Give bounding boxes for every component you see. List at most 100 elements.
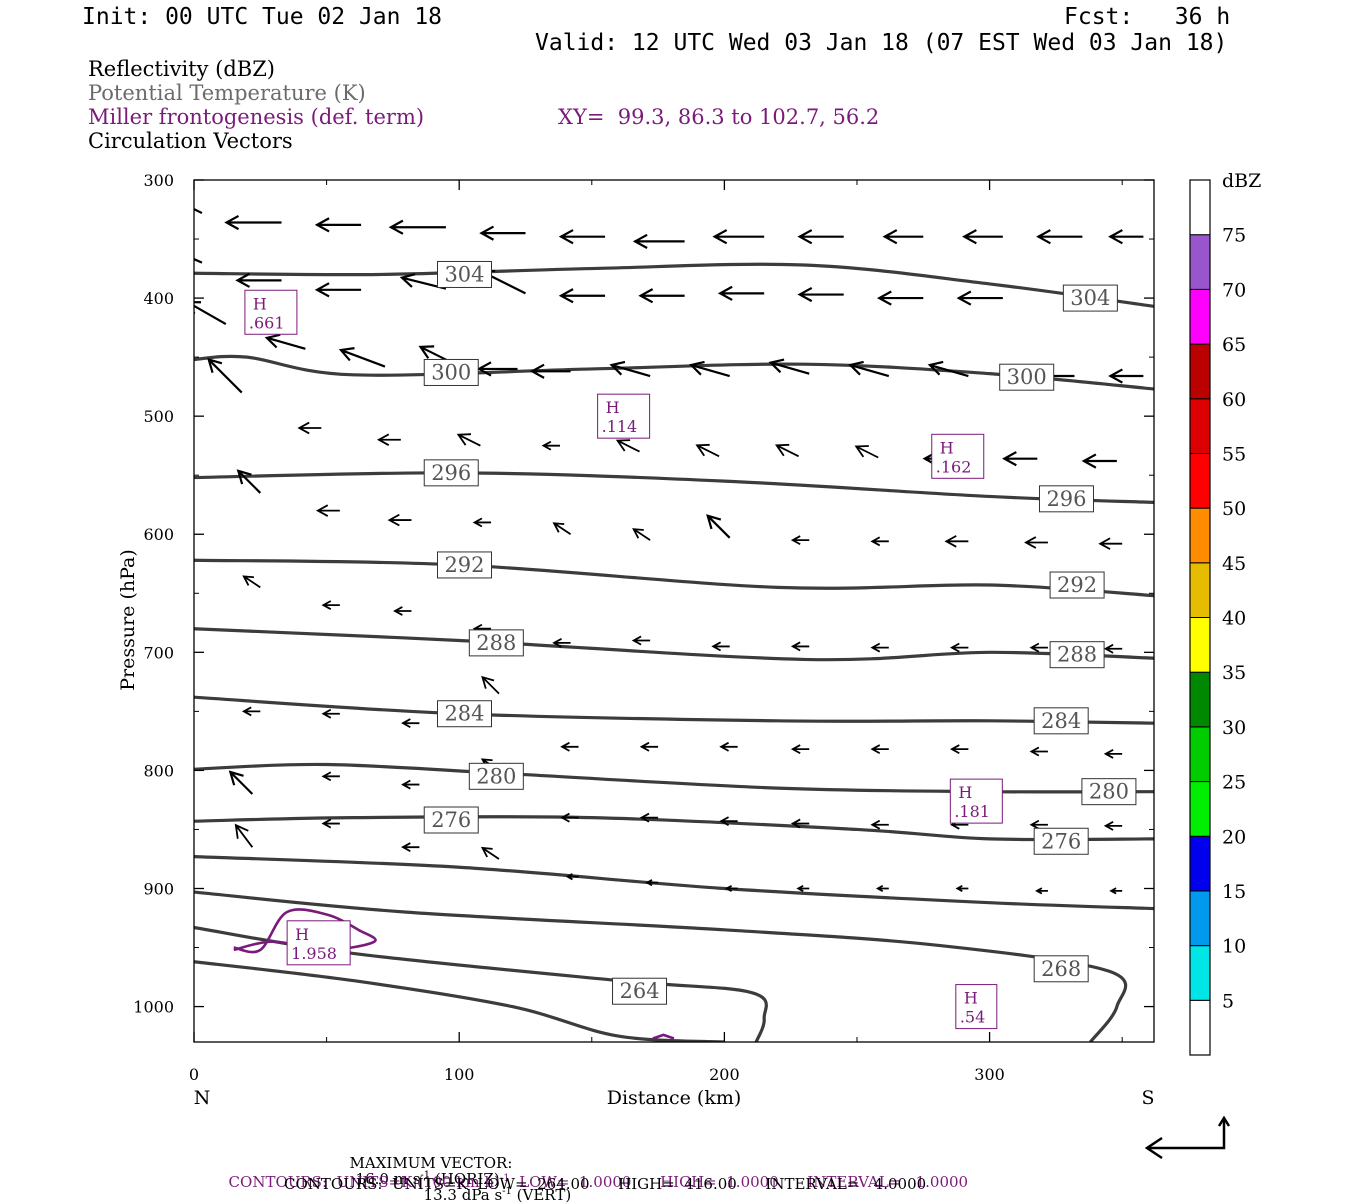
circulation-vector [242,575,261,589]
x-tick-label: 200 [709,1065,740,1084]
circulation-vector [314,282,362,298]
circulation-vector [870,536,889,547]
circulation-vector [481,675,500,695]
colorbar-label: 25 [1222,772,1246,794]
high-value: 1.958 [291,944,337,963]
circulation-vector [241,706,261,717]
contour-label: 292 [444,553,484,577]
circulation-vector [1109,887,1123,895]
x-tick-label: 100 [444,1065,475,1084]
init-time: Init: 00 UTC Tue 02 Jan 18 [82,4,443,30]
colorbar-label: 75 [1222,225,1246,247]
circulation-vector [401,779,420,790]
max-vector-label: MAXIMUM VECTOR: [349,1154,513,1172]
isentrope-268 [194,890,1128,1042]
colorbar-label: 50 [1222,498,1246,520]
circulation-vector [194,301,227,326]
end-label-south: S [1141,1087,1154,1109]
circulation-vector [962,229,1003,245]
circulation-vector [387,513,412,527]
colorbar-segment [1189,671,1211,728]
y-axis-label: Pressure (hPa) [117,549,139,691]
circulation-vectors [194,207,1144,895]
circulation-vector [797,286,844,303]
circulation-vector [1035,887,1048,895]
contours1-prefix: CONTOURS: UNITS=K (100 km h) [228,1173,500,1191]
circulation-vector [401,842,420,853]
high-value: .181 [954,802,990,821]
colorbar-segment [1189,179,1211,236]
circulation-vector [560,741,579,752]
circulation-vector [558,229,606,245]
y-tick-label: 600 [143,525,174,544]
circulation-vector [297,421,322,435]
circulation-vector [558,288,606,304]
circulation-vector [719,816,738,827]
circulation-vector [711,641,730,652]
contour-label-box [468,629,524,657]
high-letter: H [940,438,954,457]
circulation-vector [638,288,685,304]
circulation-vector [609,360,651,378]
high-value: .114 [602,417,638,436]
contour-label: 276 [431,808,471,832]
circulation-vector [560,812,579,823]
colorbar-frame [1189,179,1211,1056]
colorbar-label: 20 [1222,826,1246,848]
colorbar-segment [1189,726,1211,783]
contour-label: 296 [1046,487,1086,511]
circulation-vector [854,445,879,459]
circulation-vector [479,225,526,241]
horiz-tail: (HORIZ) [430,1170,500,1188]
circulation-vector [1029,746,1048,757]
contour-label-box [1033,707,1089,735]
max-vector-horiz: 16.0 m s [355,1170,421,1188]
circulation-vector [565,873,579,881]
contour-label-box [612,977,668,1005]
colorbar-unit: dBZ [1222,170,1261,192]
circulation-vector [1029,819,1048,830]
contour-label: 276 [1041,829,1081,853]
circulation-vector [706,514,731,539]
high-box [286,920,351,966]
circulation-vector [870,642,889,653]
circulation-vector [529,363,571,379]
circulation-vector [236,469,262,494]
contour-label-box [999,363,1055,391]
circulation-vector [472,517,492,528]
colorbar-segment [1189,781,1211,837]
circulation-vector [797,229,844,245]
footer-contours-theta: CONTOURS: UNITS=K LOW= 264.00 HIGH= 416.… [284,1175,927,1193]
circulation-vector [1103,643,1123,654]
colorbar-label: 60 [1222,389,1246,411]
circulation-vector [639,741,659,752]
colorbar-segment [1189,398,1211,454]
plot-frame [193,179,1155,1043]
legend-circulation-vectors: Circulation Vectors [88,129,293,153]
y-tick-label: 700 [143,643,174,662]
circulation-vector [639,812,659,823]
circulation-vector [927,360,969,378]
colorbar-label: 35 [1222,662,1246,684]
isentrope-280 [194,762,1154,794]
contour-label: 268 [1041,957,1081,981]
circulation-vector [870,819,889,830]
contour-label: 288 [476,631,516,655]
circulation-vector [228,770,254,795]
circulation-vector [796,884,810,893]
circulation-vector [321,818,340,829]
colorbar-segment [1189,562,1211,618]
colorbar-segment [1189,890,1211,947]
high-letter: H [606,398,620,417]
high-letter: H [958,783,972,802]
colorbar-segment [1189,507,1211,564]
circulation-vector [712,229,765,245]
circulation-vector [194,207,203,215]
colorbar-label: 30 [1222,717,1246,739]
circulation-vector [388,219,446,235]
contour-label-box [1081,778,1137,806]
colorbar-label: 5 [1222,990,1234,1012]
colorbar-label: 65 [1222,334,1246,356]
